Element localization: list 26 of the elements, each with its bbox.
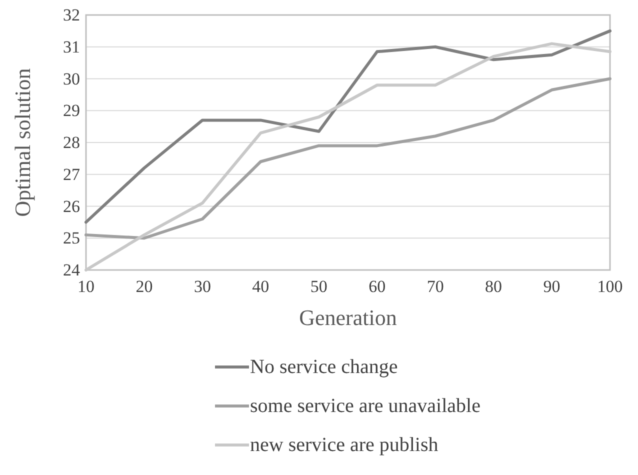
y-tick-label: 27 [63, 164, 80, 184]
x-tick-label: 90 [543, 277, 560, 296]
x-axis-title: Generation [299, 305, 397, 330]
y-axis-title: Optimal solution [10, 68, 35, 217]
y-tick-label: 32 [63, 6, 80, 24]
y-tick-label: 31 [63, 37, 80, 56]
x-tick-label: 50 [310, 277, 328, 296]
x-tick-label: 80 [485, 277, 502, 296]
x-tick-label: 60 [368, 277, 386, 296]
x-tick-label: 20 [136, 277, 153, 296]
y-tick-label: 30 [63, 69, 80, 88]
x-tick-label: 10 [78, 277, 94, 296]
line-series [84, 29, 612, 224]
line-series [84, 77, 612, 240]
y-tick-label: 26 [63, 196, 80, 216]
x-tick-label: 70 [426, 277, 444, 296]
legend-label: some service are unavailable [250, 395, 481, 417]
y-tick-label: 28 [63, 133, 80, 152]
legend-label: new service are publish [250, 434, 438, 456]
y-tick-label: 24 [63, 260, 80, 280]
x-tick-label: 40 [252, 277, 270, 296]
y-tick-label: 29 [63, 101, 80, 120]
legend-label: No service change [250, 356, 398, 378]
x-tick-label: 100 [597, 277, 623, 296]
y-tick-label: 25 [63, 228, 80, 248]
x-tick-label: 30 [194, 277, 211, 296]
